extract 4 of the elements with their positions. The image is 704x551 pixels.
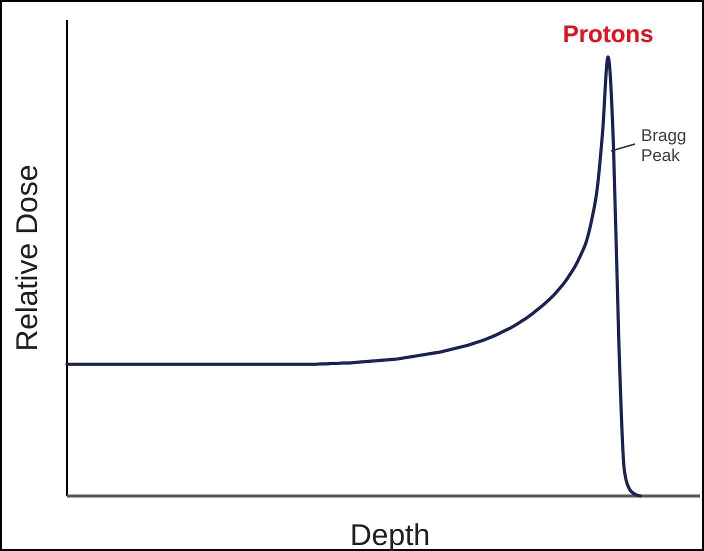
chart-title: Protons	[562, 21, 654, 48]
annotation: Bragg Peak	[641, 126, 686, 165]
x-axis-title: Depth	[350, 519, 430, 551]
y-axis-title: Relative Dose	[11, 164, 44, 352]
